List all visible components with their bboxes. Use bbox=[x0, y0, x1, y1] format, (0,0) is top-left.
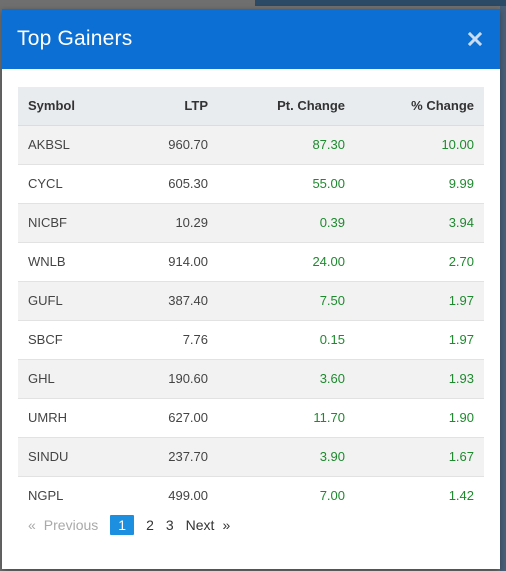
pct-change-cell: 1.97 bbox=[345, 280, 484, 320]
pt-change-cell: 0.15 bbox=[208, 319, 345, 359]
symbol-cell[interactable]: SBCF bbox=[18, 319, 118, 359]
header-pct-change[interactable]: % Change bbox=[345, 87, 484, 126]
pct-change-cell: 1.97 bbox=[345, 319, 484, 359]
pt-change-cell: 55.00 bbox=[208, 163, 345, 203]
pct-change-cell: 10.00 bbox=[345, 124, 484, 164]
page-3-link[interactable]: 3 bbox=[165, 517, 174, 533]
ltp-cell: 387.40 bbox=[118, 280, 208, 320]
backdrop-top bbox=[255, 0, 506, 6]
ltp-cell: 190.60 bbox=[118, 358, 208, 398]
pt-change-cell: 0.39 bbox=[208, 202, 345, 242]
pt-change-cell: 24.00 bbox=[208, 241, 345, 281]
table-row[interactable]: NGPL 499.00 7.00 1.42 bbox=[18, 475, 484, 515]
ltp-cell: 605.30 bbox=[118, 163, 208, 203]
table-row[interactable]: NICBF 10.29 0.39 3.94 bbox=[18, 202, 484, 242]
next-arrow-icon: » bbox=[222, 517, 231, 533]
close-button[interactable] bbox=[464, 28, 486, 50]
close-icon bbox=[468, 32, 482, 46]
ltp-cell: 499.00 bbox=[118, 475, 208, 515]
ltp-cell: 627.00 bbox=[118, 397, 208, 437]
pt-change-cell: 11.70 bbox=[208, 397, 345, 437]
ltp-cell: 10.29 bbox=[118, 202, 208, 242]
ltp-cell: 7.76 bbox=[118, 319, 208, 359]
pt-change-cell: 7.50 bbox=[208, 280, 345, 320]
table-row[interactable]: GUFL 387.40 7.50 1.97 bbox=[18, 280, 484, 320]
gainers-table-wrapper: Symbol LTP Pt. Change % Change AKBSL 960.… bbox=[18, 87, 484, 515]
top-gainers-modal: Top Gainers Symbol LTP Pt. Change % Chan… bbox=[2, 9, 500, 569]
symbol-cell[interactable]: GHL bbox=[18, 358, 118, 398]
ltp-cell: 237.70 bbox=[118, 436, 208, 476]
modal-title: Top Gainers bbox=[17, 27, 133, 50]
table-row[interactable]: WNLB 914.00 24.00 2.70 bbox=[18, 241, 484, 281]
table-row[interactable]: UMRH 627.00 11.70 1.90 bbox=[18, 397, 484, 437]
pt-change-cell: 3.60 bbox=[208, 358, 345, 398]
header-pt-change[interactable]: Pt. Change bbox=[208, 87, 345, 126]
prev-arrow-icon: « bbox=[28, 517, 36, 533]
symbol-cell[interactable]: UMRH bbox=[18, 397, 118, 437]
ltp-cell: 960.70 bbox=[118, 124, 208, 164]
symbol-cell[interactable]: SINDU bbox=[18, 436, 118, 476]
table-row[interactable]: SINDU 237.70 3.90 1.67 bbox=[18, 436, 484, 476]
table-header-row: Symbol LTP Pt. Change % Change bbox=[18, 87, 484, 126]
page-1-link[interactable]: 1 bbox=[110, 515, 135, 535]
pt-change-cell: 87.30 bbox=[208, 124, 345, 164]
modal-header: Top Gainers bbox=[2, 9, 500, 69]
next-page-link[interactable]: Next bbox=[185, 517, 215, 533]
pagination: « Previous 1 2 3 Next » bbox=[28, 515, 230, 535]
symbol-cell[interactable]: GUFL bbox=[18, 280, 118, 320]
symbol-cell[interactable]: AKBSL bbox=[18, 124, 118, 164]
table-row[interactable]: SBCF 7.76 0.15 1.97 bbox=[18, 319, 484, 359]
pt-change-cell: 3.90 bbox=[208, 436, 345, 476]
symbol-cell[interactable]: CYCL bbox=[18, 163, 118, 203]
table-row[interactable]: GHL 190.60 3.60 1.93 bbox=[18, 358, 484, 398]
header-symbol[interactable]: Symbol bbox=[18, 87, 118, 126]
symbol-cell[interactable]: NGPL bbox=[18, 475, 118, 515]
pt-change-cell: 7.00 bbox=[208, 475, 345, 515]
pct-change-cell: 1.93 bbox=[345, 358, 484, 398]
backdrop-right bbox=[500, 6, 506, 571]
pct-change-cell: 1.90 bbox=[345, 397, 484, 437]
pct-change-cell: 9.99 bbox=[345, 163, 484, 203]
pct-change-cell: 1.42 bbox=[345, 475, 484, 515]
pct-change-cell: 1.67 bbox=[345, 436, 484, 476]
symbol-cell[interactable]: WNLB bbox=[18, 241, 118, 281]
gainers-table: Symbol LTP Pt. Change % Change AKBSL 960.… bbox=[18, 87, 484, 515]
header-ltp[interactable]: LTP bbox=[118, 87, 208, 126]
table-row[interactable]: CYCL 605.30 55.00 9.99 bbox=[18, 163, 484, 203]
ltp-cell: 914.00 bbox=[118, 241, 208, 281]
table-row[interactable]: AKBSL 960.70 87.30 10.00 bbox=[18, 124, 484, 164]
symbol-cell[interactable]: NICBF bbox=[18, 202, 118, 242]
previous-page-link[interactable]: Previous bbox=[43, 517, 99, 533]
page-2-link[interactable]: 2 bbox=[146, 517, 154, 533]
pct-change-cell: 3.94 bbox=[345, 202, 484, 242]
pct-change-cell: 2.70 bbox=[345, 241, 484, 281]
